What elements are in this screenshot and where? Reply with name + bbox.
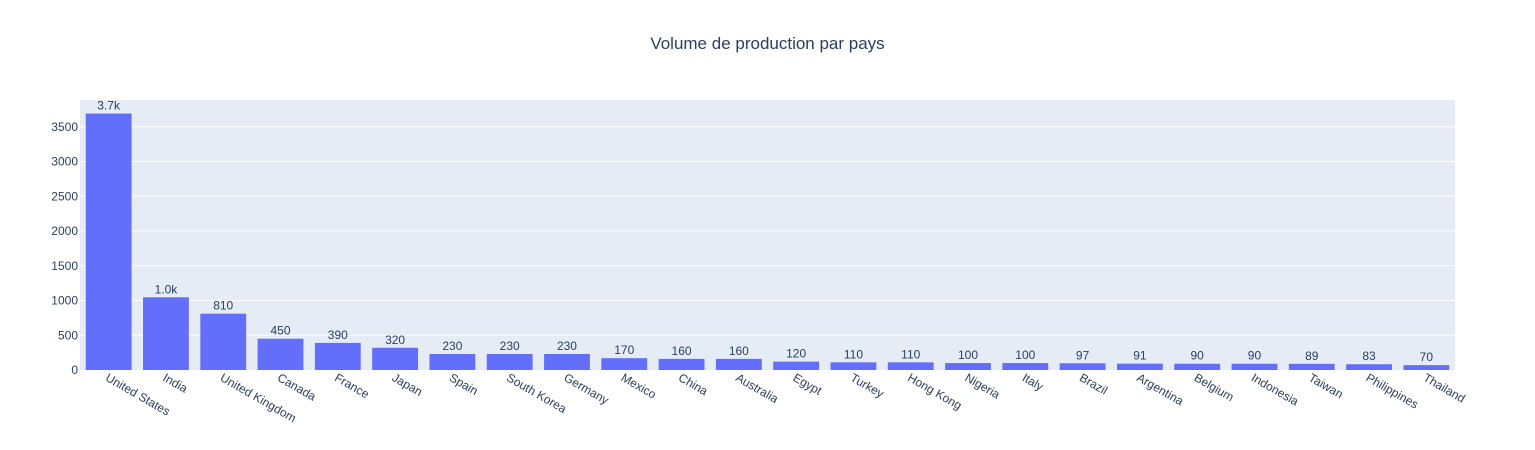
y-tick-label: 1000 [51,294,78,308]
bar [486,354,533,370]
bar-value-label: 160 [729,344,749,358]
chart-title: Volume de production par pays [650,34,885,53]
bar [945,363,991,370]
plot-background [80,100,1455,370]
bar-value-label: 120 [786,347,806,361]
value-labels-group: 3.7k 1.0k 810 450 390 320 230 230 230 170 160 160 12… [97,99,1434,364]
bar [257,338,304,370]
bars-group [85,113,1450,370]
bar-value-label: 320 [385,333,405,347]
bar [658,358,705,370]
bar [715,358,762,370]
bar [1346,364,1392,370]
bar [773,361,820,370]
bar-value-label: 100 [958,348,978,362]
bar-value-label: 97 [1076,348,1090,362]
y-tick-label: 2000 [51,224,78,238]
x-tick-label: Turkey [848,370,886,400]
bar-value-label: 390 [328,328,348,342]
bar-value-label: 230 [500,339,520,353]
y-tick-label: 2500 [51,189,78,203]
bar-value-label: 160 [672,344,692,358]
x-tick-label: India [160,370,190,395]
bar-value-label: 110 [844,347,863,361]
bar [1059,363,1106,370]
x-tick-label: Japan [390,370,425,398]
bar-value-label: 450 [271,324,291,338]
bar [1403,365,1450,370]
x-tick-label: Mexico [619,370,659,401]
bar-value-label: 3.7k [97,99,121,113]
bar-value-label: 70 [1420,350,1434,364]
bar [1231,363,1278,370]
bar-value-label: 83 [1362,349,1376,363]
bar-value-label: 1.0k [155,282,179,296]
bar [1174,363,1221,370]
y-tick-label: 3000 [51,155,78,169]
bar [200,313,247,370]
x-tick-label: Indonesia [1249,370,1301,408]
x-tick-label: Philippines [1364,370,1421,411]
x-tick-label: Hong Kong [905,370,964,412]
bar-value-label: 89 [1305,349,1319,363]
x-tick-label: Thailand [1421,370,1468,405]
y-tick-label: 1500 [51,259,78,273]
bar-value-label: 91 [1133,349,1147,363]
x-tick-label: Australia [733,370,781,406]
y-tick-label: 500 [58,328,78,342]
bar-value-label: 90 [1248,349,1262,363]
x-tick-label: France [332,370,372,401]
bar [85,113,132,370]
bar [887,362,934,370]
x-tick-label: Argentina [1134,370,1186,408]
bar [372,347,419,370]
bar [429,354,476,370]
x-tick-label: United States [103,370,172,418]
bar-value-label: 230 [442,339,462,353]
bar-value-label: 170 [614,343,634,357]
bar [544,354,590,370]
x-tick-label: Brazil [1077,370,1110,397]
y-tick-label: 0 [71,363,78,377]
bar [1116,363,1163,370]
x-tick-label: Belgium [1192,370,1237,404]
bar [830,362,877,370]
x-tick-label: Italy [1020,370,1046,393]
bar [1002,363,1049,370]
bar-value-label: 810 [213,299,233,313]
bar [601,358,648,370]
x-tick-label: Spain [447,370,481,397]
bar-value-label: 230 [557,339,577,353]
bar [1288,363,1335,370]
x-tick-label: Germany [561,370,611,407]
x-tick-label: South Korea [504,370,569,416]
x-tick-label: Nigeria [963,370,1003,401]
x-tick-label: Taiwan [1306,370,1345,401]
x-tick-label: China [676,370,710,398]
bar [314,342,361,370]
bar [143,297,189,370]
x-tick-label: Egypt [791,370,825,398]
x-tick-label: Canada [275,370,319,403]
bar-value-label: 90 [1191,349,1205,363]
bar-value-label: 100 [1015,348,1035,362]
bar-value-label: 110 [901,347,920,361]
y-tick-label: 3500 [51,120,78,134]
